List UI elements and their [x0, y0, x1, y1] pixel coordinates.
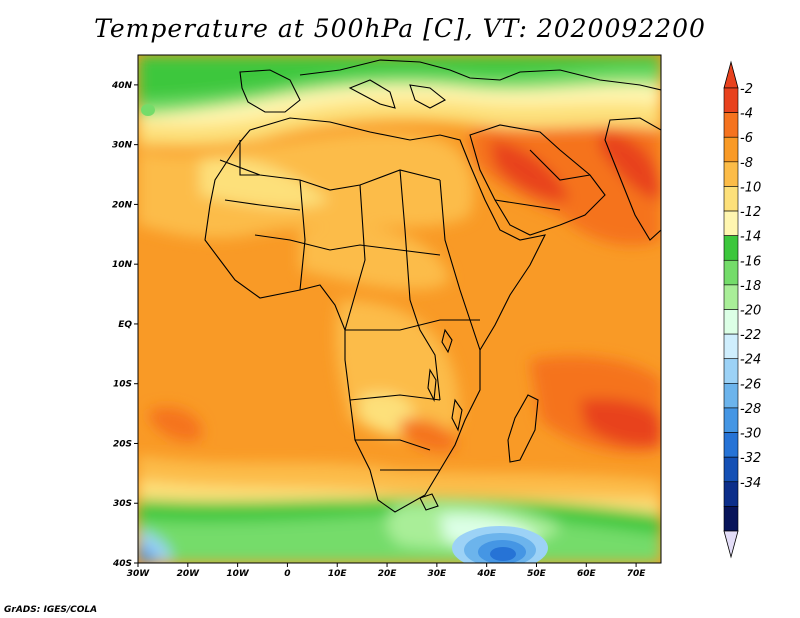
y-tick-label: 40N — [111, 81, 133, 91]
colorbar-segment — [723, 432, 739, 458]
colorbar-segment — [723, 186, 739, 212]
colorbar: -2 -4 -6 -8 -10 -12 -14 -16 -18 -20 -22 -24 -26 -28 -3… — [723, 60, 761, 559]
x-tick-label: 60E — [577, 569, 597, 579]
colorbar-label: -6 — [740, 131, 753, 146]
colorbar-label: -30 — [740, 427, 761, 442]
map-frame — [137, 54, 662, 564]
colorbar-segment — [723, 259, 739, 286]
colorbar-segment — [723, 481, 739, 507]
colorbar-segment — [723, 87, 739, 113]
grads-credit: GrADS: IGES/COLA — [4, 605, 98, 615]
x-tick-label: 40E — [476, 569, 497, 579]
y-tick-label: 10N — [112, 260, 133, 270]
y-tick-label: 30N — [112, 141, 133, 151]
colorbar-label: -20 — [740, 304, 761, 319]
colorbar-label: -8 — [740, 156, 753, 171]
x-tick-label: 10E — [328, 569, 348, 579]
colorbar-label: -2 — [740, 82, 753, 97]
colorbar-segment — [723, 333, 739, 360]
y-tick-label: 20S — [113, 439, 132, 449]
colorbar-label: -32 — [740, 451, 761, 466]
x-tick-label: 70E — [627, 569, 647, 579]
y-tick-label: 10S — [113, 380, 132, 390]
map-title: Temperature at 500hPa [C], VT: 202009220… — [94, 14, 706, 43]
colorbar-segment — [723, 161, 739, 187]
colorbar-label: -26 — [740, 377, 761, 392]
colorbar-segment — [723, 112, 739, 138]
x-tick-label: 30E — [428, 569, 448, 579]
x-tick-label: 50E — [527, 569, 547, 579]
colorbar-label: -12 — [740, 205, 761, 220]
y-tick-label: 40S — [112, 559, 132, 569]
colorbar-segment — [723, 210, 739, 236]
colorbar-segment — [723, 456, 739, 483]
colorbar-label: -24 — [740, 353, 761, 368]
x-tick-label: 0 — [284, 569, 290, 579]
y-axis: 40S 30S 20S 10S EQ 10N 20N 30N 40N — [111, 81, 138, 569]
colorbar-segment — [723, 383, 739, 409]
x-axis: 30W 20W 10W 0 10E 20E 30E 40E 50E 60E 70E — [127, 563, 647, 579]
y-tick-label: EQ — [118, 320, 132, 330]
colorbar-top-arrow — [723, 60, 739, 89]
colorbar-label: -14 — [740, 230, 761, 245]
colorbar-label: -16 — [740, 254, 761, 269]
colorbar-segment — [723, 136, 739, 163]
colorbar-label: -28 — [740, 402, 761, 417]
colorbar-label: -10 — [740, 180, 761, 195]
y-tick-label: 20N — [112, 200, 133, 210]
colorbar-label: -18 — [740, 279, 761, 294]
colorbar-segment — [723, 235, 739, 261]
colorbar-bottom-arrow — [723, 530, 739, 559]
x-tick-label: 30W — [127, 569, 151, 579]
colorbar-segment — [723, 309, 739, 335]
x-tick-label: 10W — [226, 569, 250, 579]
colorbar-segment — [723, 506, 739, 532]
colorbar-segment — [723, 407, 739, 433]
y-tick-label: 30S — [113, 499, 132, 509]
colorbar-label: -4 — [740, 107, 753, 122]
colorbar-segment — [723, 284, 739, 310]
colorbar-label: -22 — [740, 328, 761, 343]
x-tick-label: 20E — [378, 569, 398, 579]
x-tick-label: 20W — [177, 569, 201, 579]
coastlines — [204, 59, 661, 513]
colorbar-segment — [723, 358, 739, 384]
colorbar-label: -34 — [740, 476, 761, 491]
temperature-field — [138, 55, 661, 563]
